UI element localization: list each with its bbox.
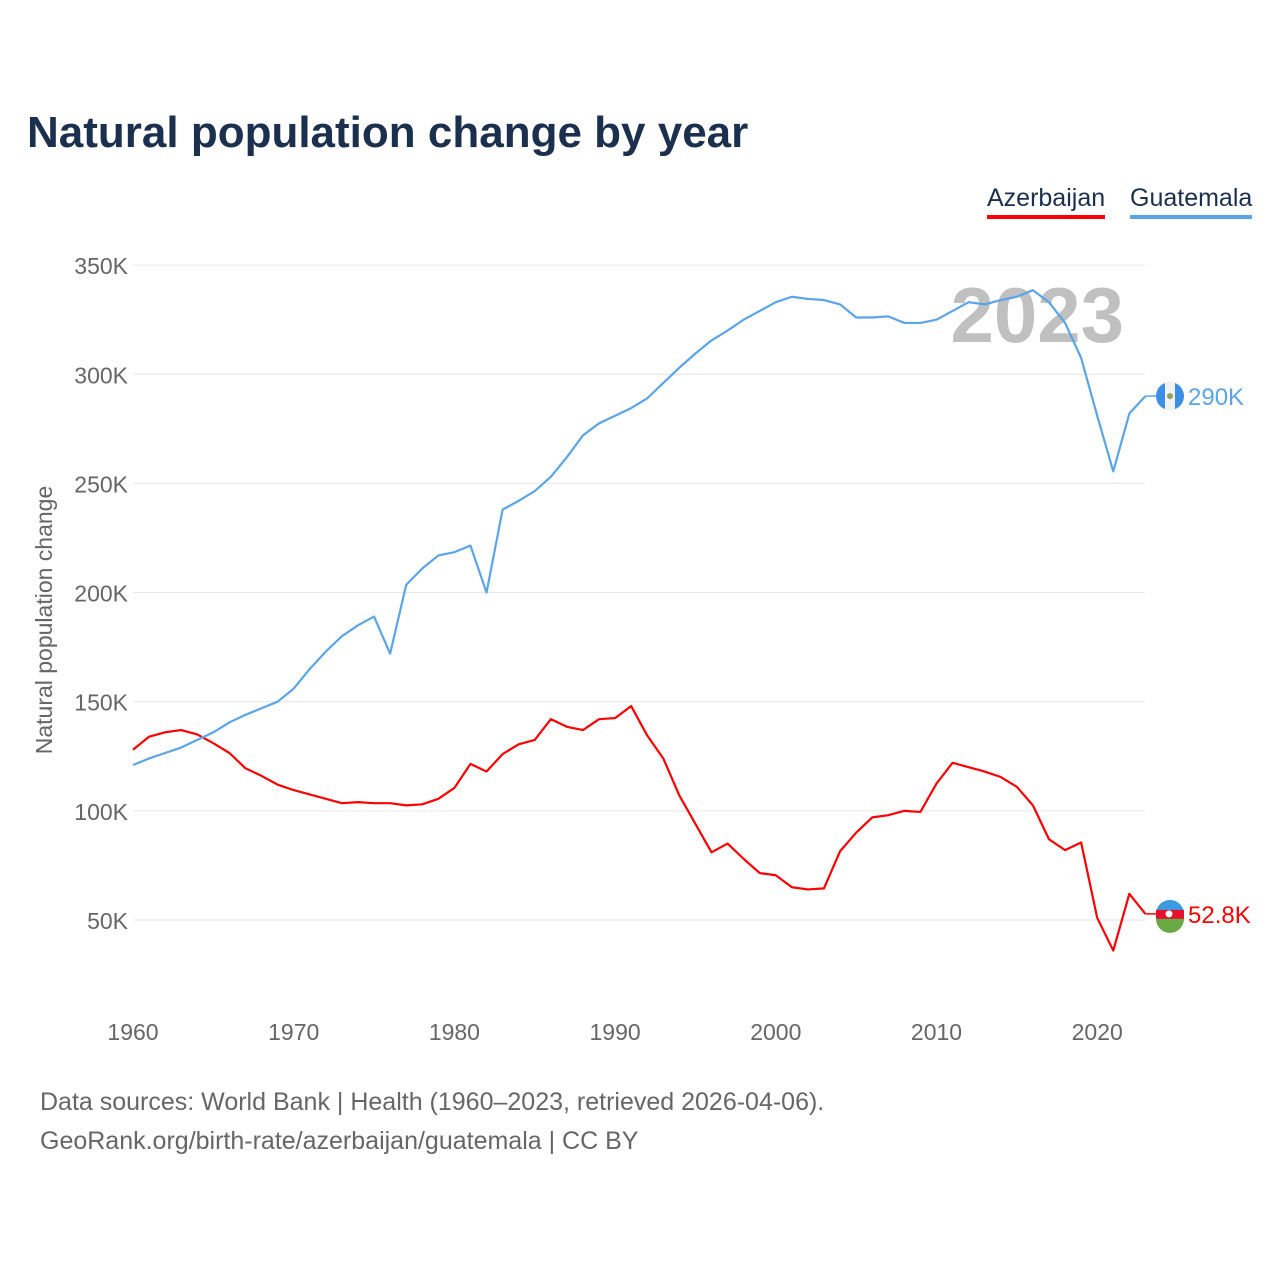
y-tick-label: 50K — [87, 908, 129, 934]
x-tick-label: 1960 — [107, 1019, 158, 1045]
end-value-label: 290K — [1188, 384, 1244, 411]
line-chart: 50K 100K 150K 200K 250K 300K 350K 1960 1970 1980 1… — [31, 253, 1251, 1045]
footer-sources: Data sources: World Bank | Health (1960–… — [40, 1088, 825, 1116]
series-line-azerbaijan — [132, 704, 1147, 952]
x-tick-label: 2010 — [911, 1019, 962, 1045]
end-value-label: 52.8K — [1188, 902, 1251, 929]
y-tick-label: 100K — [74, 799, 128, 825]
y-tick-label: 150K — [74, 690, 128, 716]
flag-emblem — [1167, 393, 1173, 400]
y-tick-label: 250K — [74, 471, 128, 497]
y-tick-label: 300K — [74, 362, 128, 388]
x-tick-label: 1990 — [590, 1019, 641, 1045]
legend-item-azerbaijan[interactable]: Azerbaijan — [987, 184, 1106, 219]
chart-title: Natural population change by year — [27, 108, 749, 157]
footer-link[interactable]: GeoRank.org/birth-rate/azerbaijan/guatem… — [40, 1127, 639, 1155]
x-tick-label: 2000 — [750, 1019, 801, 1045]
y-tick-label: 350K — [74, 253, 128, 279]
series-line-guatemala — [132, 289, 1147, 767]
flag-stripe — [1156, 918, 1184, 933]
x-tick-label: 1970 — [268, 1019, 319, 1045]
x-tick-label: 1980 — [429, 1019, 480, 1045]
legend-item-guatemala[interactable]: Guatemala — [1130, 184, 1253, 219]
x-tick-label: 2020 — [1072, 1019, 1123, 1045]
y-axis-label: Natural population change — [31, 486, 57, 755]
flag-crescent — [1165, 910, 1173, 918]
y-tick-label: 200K — [74, 581, 128, 607]
year-watermark: 2023 — [950, 271, 1124, 359]
